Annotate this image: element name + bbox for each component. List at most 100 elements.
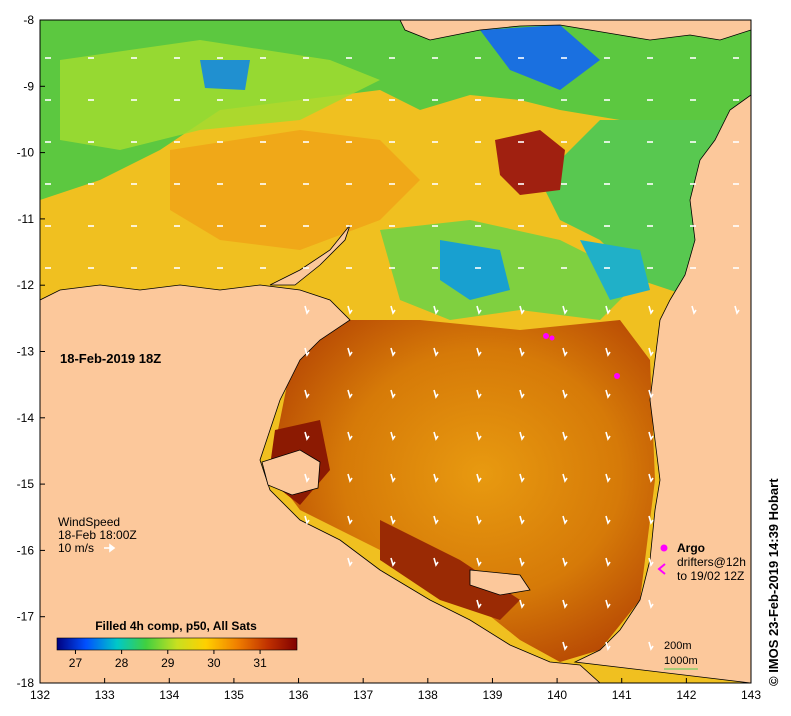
wind-arrow — [605, 557, 611, 567]
wind-arrow — [390, 473, 396, 483]
y-axis: -8 -9 -10 -11 -12 -13 -14 -15 -16 -17 -18 — [17, 13, 45, 690]
wind-arrow — [605, 641, 611, 651]
wind-arrow — [648, 641, 654, 651]
wind-arrow — [519, 389, 525, 399]
y-tick-label: -13 — [17, 345, 35, 359]
land-arnhem — [40, 284, 601, 683]
y-tick-label: -14 — [17, 411, 35, 425]
x-tick-label: 134 — [159, 688, 179, 702]
x-tick-label: 138 — [418, 688, 438, 702]
argo-marker-icon — [660, 544, 668, 552]
sst-gulf-hot-south — [380, 520, 520, 620]
x-tick-label: 140 — [547, 688, 567, 702]
wind-arrow — [476, 557, 482, 567]
depth-200-label: 200m — [664, 640, 692, 652]
wind-arrow — [476, 515, 482, 525]
wind-arrow — [347, 431, 353, 441]
y-tick-label: -9 — [23, 79, 34, 93]
wind-arrow — [433, 515, 439, 525]
wind-arrow — [562, 431, 568, 441]
wind-arrow — [347, 305, 353, 315]
x-tick-label: 139 — [482, 688, 502, 702]
colorbar-tick-label: 31 — [253, 656, 267, 670]
argo-float-3 — [614, 373, 620, 379]
wind-arrow — [648, 515, 654, 525]
argo-legend: Argo drifters@12h to 19/02 12Z — [657, 541, 746, 583]
wind-arrow — [605, 599, 611, 609]
wind-arrow — [562, 347, 568, 357]
wind-legend-speed: 10 m/s — [58, 541, 94, 555]
wind-arrow — [433, 347, 439, 357]
wind-arrow — [347, 389, 353, 399]
wind-arrow — [519, 305, 525, 315]
wind-legend: WindSpeed 18-Feb 18:00Z 10 m/s — [58, 515, 137, 555]
y-tick-label: -15 — [17, 477, 35, 491]
sst-warm-patch — [495, 130, 565, 195]
wind-arrow — [562, 473, 568, 483]
wind-arrow — [734, 305, 740, 315]
land-wessel-islands — [269, 224, 351, 286]
credit-text: © IMOS 23-Feb-2019 14:39 Hobart — [766, 478, 781, 686]
wind-arrow — [648, 389, 654, 399]
y-tick-label: -10 — [17, 146, 35, 160]
wind-arrow — [519, 347, 525, 357]
wind-arrow — [562, 515, 568, 525]
y-tick-label: -11 — [18, 212, 35, 226]
wind-arrow — [347, 515, 353, 525]
x-tick-label: 141 — [612, 688, 632, 702]
wind-arrow — [519, 473, 525, 483]
y-tick-label: -16 — [17, 543, 35, 557]
colorbar-tick-label: 30 — [207, 656, 221, 670]
wind-arrow — [476, 389, 482, 399]
wind-arrow — [519, 515, 525, 525]
wind-arrow — [605, 305, 611, 315]
wind-arrow — [605, 347, 611, 357]
wind-arrow — [648, 347, 654, 357]
sst-warm-mid — [170, 130, 420, 250]
wind-legend-title: WindSpeed — [58, 515, 120, 529]
land-groote-eylandt — [261, 449, 321, 496]
wind-arrow — [605, 515, 611, 525]
wind-arrow — [519, 557, 525, 567]
wind-arrow — [691, 305, 697, 315]
sst-gulf — [270, 320, 655, 662]
wind-arrow — [562, 641, 568, 651]
sst-blue-patch-2 — [440, 240, 510, 300]
wind-arrow — [476, 305, 482, 315]
x-tick-label: 142 — [676, 688, 696, 702]
y-tick-label: -18 — [17, 676, 35, 690]
wind-arrow — [562, 557, 568, 567]
colorbar: Filled 4h comp, p50, All Sats 27 28 29 30 31 — [56, 619, 298, 670]
wind-arrow — [347, 557, 353, 567]
wind-arrow — [433, 305, 439, 315]
wind-arrow — [304, 389, 310, 399]
wind-arrow — [390, 431, 396, 441]
wind-arrow — [390, 305, 396, 315]
wind-arrow — [304, 347, 310, 357]
land-new-guinea — [399, 20, 751, 41]
argo-float-2 — [549, 335, 555, 341]
land — [40, 20, 751, 683]
argo-legend-label: Argo — [677, 541, 705, 555]
wind-legend-time: 18-Feb 18:00Z — [58, 528, 137, 542]
argo-floats — [543, 333, 620, 379]
map-timestamp: 18-Feb-2019 18Z — [60, 351, 161, 366]
wind-arrow — [433, 389, 439, 399]
colorbar-tick-label: 27 — [69, 656, 83, 670]
y-tick-label: -17 — [17, 610, 35, 624]
wind-arrow — [648, 557, 654, 567]
wind-arrow — [390, 557, 396, 567]
wind-arrow — [347, 473, 353, 483]
sst-blue-patch-1 — [480, 25, 600, 90]
sst-blue-patch-3 — [580, 240, 650, 300]
wind-arrow — [304, 431, 310, 441]
wind-arrow — [390, 515, 396, 525]
x-tick-label: 143 — [741, 688, 761, 702]
wind-arrow — [390, 389, 396, 399]
wind-arrow — [562, 305, 568, 315]
y-tick-label: -8 — [23, 13, 34, 27]
wind-arrow — [648, 431, 654, 441]
wind-arrow — [605, 473, 611, 483]
drifters-legend-line2: to 19/02 12Z — [677, 569, 744, 583]
x-tick-label: 132 — [30, 688, 50, 702]
